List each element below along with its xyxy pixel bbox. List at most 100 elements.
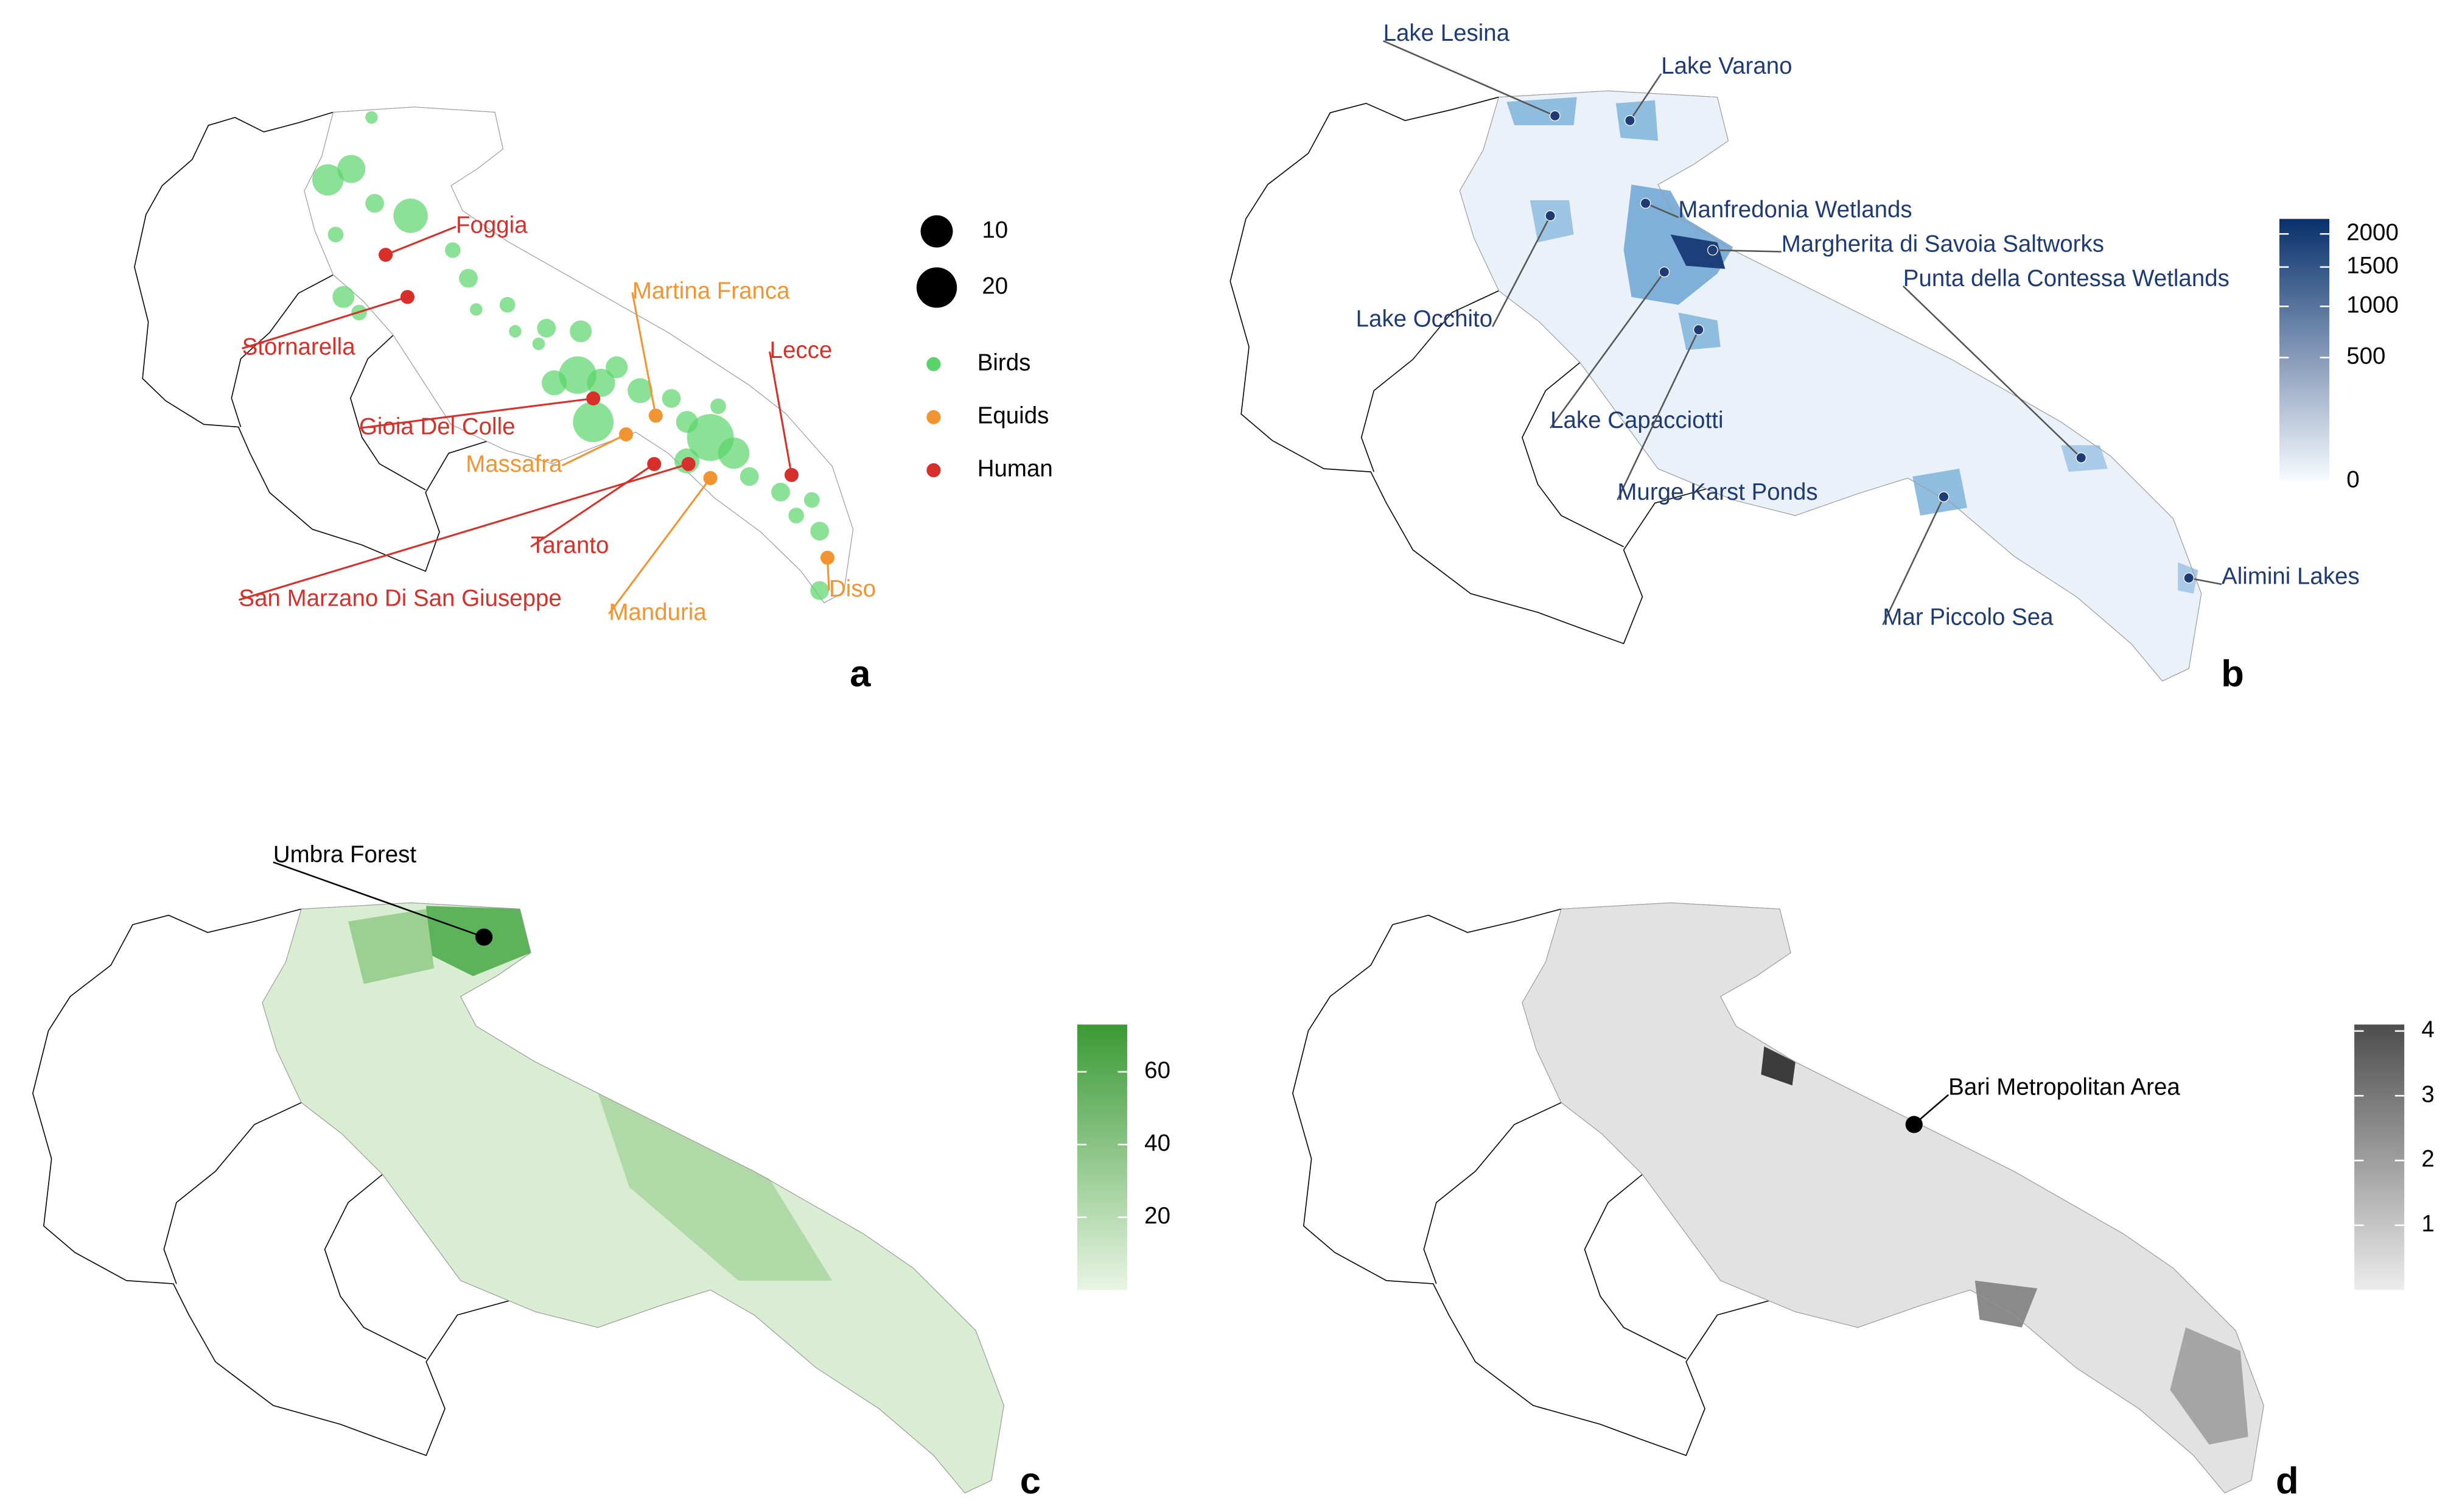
size-legend-label: 20 [982, 273, 1008, 299]
site-point [2076, 452, 2087, 463]
site-point [1659, 266, 1670, 278]
site-label: Taranto [531, 532, 609, 558]
site-label: Punta della Contessa Wetlands [1903, 265, 2229, 292]
bird-bubble [312, 164, 344, 196]
leader-line [1882, 496, 1945, 626]
region-patch [1912, 469, 1967, 516]
bird-bubble [365, 111, 378, 124]
leader-line [1383, 40, 1556, 117]
site-point [2183, 572, 2195, 584]
legend-key [926, 410, 941, 424]
bird-bubble [393, 198, 428, 233]
bird-bubble [628, 378, 653, 404]
site-label: Lake Lesina [1383, 20, 1510, 46]
bird-bubble [804, 492, 820, 508]
colorbar-label: 2 [2421, 1146, 2434, 1172]
site-point [1707, 245, 1718, 256]
bird-bubble [810, 581, 830, 600]
bird-bubble [499, 296, 516, 313]
bird-bubble [332, 285, 355, 308]
bird-bubble [771, 483, 790, 502]
site-label: Lake Capacciotti [1550, 407, 1723, 433]
legend-label: Human [977, 456, 1053, 482]
colorbar-label: 500 [2346, 343, 2385, 369]
legend-key [926, 463, 941, 478]
legend-label: Birds [977, 349, 1031, 376]
site-point [703, 471, 718, 485]
region-patch [2170, 1327, 2248, 1445]
bird-bubble [532, 337, 545, 351]
italy-outline [33, 909, 598, 1455]
leader-line [1902, 285, 2082, 458]
site-label: Bari Metropolitan Area [1948, 1074, 2180, 1101]
site-label: Margherita di Savoia Saltworks [1782, 231, 2104, 257]
leader-line [1712, 249, 1782, 253]
bird-bubble [710, 398, 726, 415]
site-point [1640, 198, 1651, 209]
bird-bubble [570, 320, 592, 343]
leader-line [2188, 577, 2222, 586]
italy-outline [135, 112, 553, 571]
leader-line [242, 296, 408, 349]
site-label: Murge Karst Ponds [1617, 479, 1817, 505]
colorbar [2354, 1024, 2405, 1290]
size-legend-key [916, 267, 957, 308]
colorbar [1077, 1024, 1127, 1290]
site-label: Diso [829, 576, 876, 602]
region-border [262, 903, 1004, 1493]
bird-bubble [537, 318, 556, 338]
colorbar-label: 40 [1144, 1130, 1170, 1156]
leader-line [561, 433, 627, 467]
bird-bubble [542, 370, 567, 396]
site-point [400, 290, 415, 304]
bird-bubble [740, 467, 759, 486]
leader-line [631, 292, 657, 416]
site-point [1905, 1116, 1923, 1133]
bird-bubble [470, 303, 483, 316]
site-point [475, 928, 493, 946]
region-patch [1670, 234, 1726, 269]
bird-bubble [337, 155, 366, 183]
size-legend-label: 10 [982, 217, 1008, 243]
site-point [1549, 110, 1561, 122]
colorbar-label: 1 [2421, 1211, 2434, 1237]
leader-line [530, 463, 655, 548]
site-label: Mar Piccolo Sea [1883, 604, 2054, 630]
site-point [1938, 491, 1950, 503]
region-patch [1506, 97, 1577, 125]
region-border [1460, 91, 2201, 681]
colorbar-label: 20 [1144, 1203, 1170, 1229]
site-label: Martina Franca [632, 278, 790, 304]
region-border [304, 107, 853, 603]
bird-bubble [810, 522, 830, 541]
leader-line [273, 861, 484, 938]
leader-line [1492, 215, 1551, 327]
region-patch [1974, 1280, 2038, 1328]
site-point [647, 457, 662, 471]
site-point [820, 550, 835, 565]
region-patch [1530, 200, 1574, 243]
region-patch [1761, 1046, 1796, 1086]
site-point [681, 457, 696, 471]
site-point [619, 427, 634, 442]
site-label: Manfredonia Wetlands [1678, 197, 1912, 223]
colorbar-label: 1000 [2346, 292, 2399, 318]
colorbar-label: 4 [2421, 1017, 2434, 1043]
leader-line [769, 351, 792, 475]
bird-bubble [327, 226, 344, 243]
bird-bubble [573, 401, 614, 443]
panel-label: a [850, 653, 871, 695]
size-legend-key [920, 215, 953, 248]
region-patch [1615, 100, 1659, 141]
map-1 [1230, 91, 2201, 681]
region-fill [1522, 903, 2264, 1493]
bird-bubble [788, 508, 805, 523]
bird-bubble [662, 389, 681, 408]
colorbar-label: 0 [2346, 467, 2359, 493]
site-point [648, 408, 663, 423]
colorbar-label: 3 [2421, 1081, 2434, 1107]
colorbar-label: 1500 [2346, 253, 2399, 279]
italy-outline [1293, 909, 1858, 1455]
leader-line [239, 463, 689, 601]
